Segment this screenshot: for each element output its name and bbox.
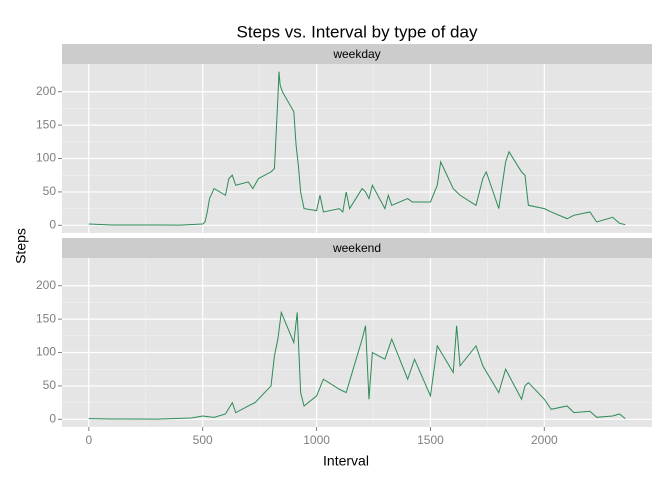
x-tick-label: 1000: [303, 433, 330, 447]
y-tick-label: 0: [49, 217, 56, 231]
y-tick-label: 200: [36, 84, 56, 98]
y-tick-label: 50: [43, 378, 57, 392]
data-line: [88, 310, 626, 420]
x-tick-label: 500: [193, 433, 213, 447]
strip-label: weekend: [332, 241, 381, 255]
strip-label: weekday: [332, 47, 380, 61]
y-tick-label: 200: [36, 278, 56, 292]
x-tick-label: 0: [85, 433, 92, 447]
chart-title: Steps vs. Interval by type of day: [237, 22, 478, 41]
data-line: [88, 71, 626, 226]
y-tick-label: 150: [36, 117, 56, 131]
strip: [62, 44, 652, 64]
panel: [62, 64, 652, 233]
x-tick-label: 1500: [417, 433, 444, 447]
y-tick-label: 100: [36, 151, 56, 165]
x-axis-label: Interval: [323, 453, 369, 469]
y-axis-label: Steps: [13, 228, 29, 264]
y-tick-label: 0: [49, 411, 56, 425]
x-tick-label: 2000: [531, 433, 558, 447]
y-tick-label: 100: [36, 345, 56, 359]
y-tick-label: 150: [36, 311, 56, 325]
panel: [62, 258, 652, 427]
y-tick-label: 50: [43, 184, 57, 198]
strip: [62, 238, 652, 258]
